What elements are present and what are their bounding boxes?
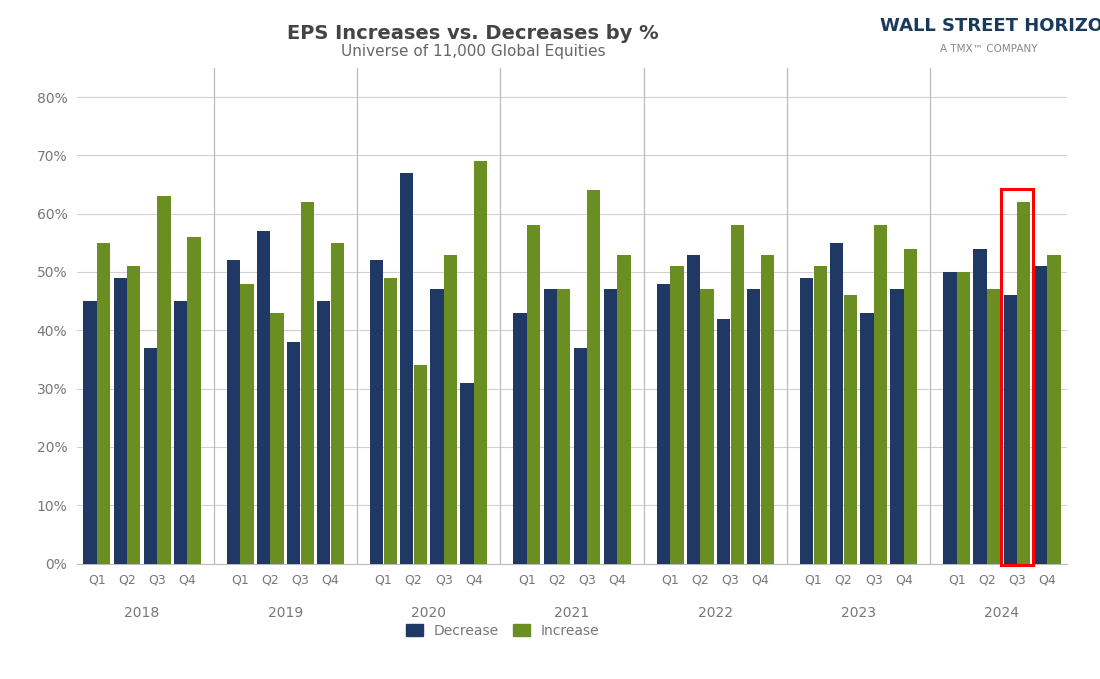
Bar — [461, 383, 474, 564]
Text: Universe of 11,000 Global Equities: Universe of 11,000 Global Equities — [341, 44, 605, 59]
Bar — [444, 255, 458, 564]
Bar — [1018, 202, 1031, 564]
Bar — [686, 255, 700, 564]
Bar — [987, 289, 1000, 564]
Bar — [1001, 189, 1033, 565]
Bar — [830, 243, 844, 564]
Bar — [844, 295, 857, 564]
Bar — [257, 231, 271, 564]
Bar — [97, 243, 110, 564]
Bar — [944, 272, 957, 564]
Bar — [227, 260, 240, 564]
Bar — [370, 260, 383, 564]
Bar — [430, 289, 443, 564]
Bar — [128, 266, 141, 564]
Bar — [670, 266, 683, 564]
Bar — [174, 301, 187, 564]
Bar — [527, 225, 540, 564]
Bar — [657, 284, 670, 564]
Bar — [574, 348, 587, 564]
Bar — [187, 237, 200, 564]
Text: WALL STREET HORIZON: WALL STREET HORIZON — [880, 17, 1100, 35]
Bar — [800, 278, 813, 564]
Bar — [113, 278, 127, 564]
Bar — [543, 289, 557, 564]
Bar — [317, 301, 330, 564]
Bar — [144, 348, 157, 564]
Bar — [514, 313, 527, 564]
Bar — [617, 255, 630, 564]
Bar — [717, 318, 730, 564]
Bar — [331, 243, 344, 564]
Bar — [873, 225, 887, 564]
Bar — [890, 289, 904, 564]
Bar — [587, 190, 601, 564]
Bar — [957, 272, 970, 564]
Bar — [761, 255, 774, 564]
Bar — [557, 289, 570, 564]
Text: 2024: 2024 — [984, 606, 1020, 620]
Bar — [814, 266, 827, 564]
Bar — [84, 301, 97, 564]
Bar — [1034, 266, 1047, 564]
Bar — [747, 289, 760, 564]
Bar — [974, 249, 987, 564]
Text: 2019: 2019 — [267, 606, 303, 620]
Text: A TMX™ COMPANY: A TMX™ COMPANY — [940, 44, 1038, 54]
Bar — [860, 313, 873, 564]
Bar — [384, 278, 397, 564]
Bar — [271, 313, 284, 564]
Bar — [240, 284, 254, 564]
Text: 2020: 2020 — [411, 606, 447, 620]
Bar — [604, 289, 617, 564]
Text: 2023: 2023 — [842, 606, 876, 620]
Bar — [474, 161, 487, 564]
Bar — [287, 342, 300, 564]
Bar — [400, 173, 414, 564]
Bar — [414, 365, 427, 564]
Text: 2018: 2018 — [124, 606, 160, 620]
Legend: Decrease, Increase: Decrease, Increase — [400, 619, 605, 644]
Text: 2021: 2021 — [554, 606, 590, 620]
Bar — [157, 196, 170, 564]
Bar — [904, 249, 917, 564]
Bar — [1047, 255, 1060, 564]
Text: 2022: 2022 — [697, 606, 733, 620]
Bar — [1003, 295, 1016, 564]
Bar — [300, 202, 313, 564]
Bar — [701, 289, 714, 564]
Bar — [730, 225, 744, 564]
Text: EPS Increases vs. Decreases by %: EPS Increases vs. Decreases by % — [287, 24, 659, 43]
